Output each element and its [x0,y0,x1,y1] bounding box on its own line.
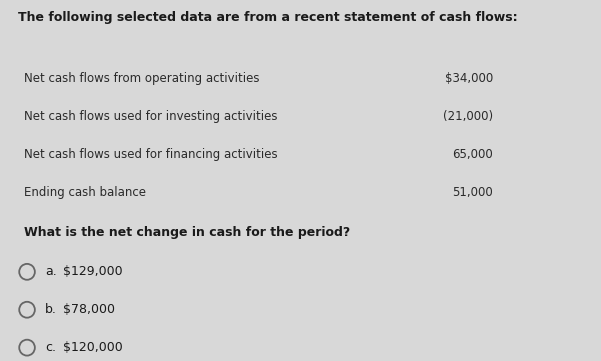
Text: Net cash flows used for investing activities: Net cash flows used for investing activi… [24,110,278,123]
Text: What is the net change in cash for the period?: What is the net change in cash for the p… [24,226,350,239]
Text: 51,000: 51,000 [452,186,493,199]
Text: $129,000: $129,000 [63,265,123,278]
Text: $34,000: $34,000 [445,72,493,85]
Text: (21,000): (21,000) [443,110,493,123]
Text: a.: a. [45,265,57,278]
Text: b.: b. [45,303,57,316]
Text: 65,000: 65,000 [452,148,493,161]
Text: Net cash flows from operating activities: Net cash flows from operating activities [24,72,260,85]
Text: $120,000: $120,000 [63,341,123,354]
Text: Net cash flows used for financing activities: Net cash flows used for financing activi… [24,148,278,161]
Text: c.: c. [45,341,56,354]
Text: $78,000: $78,000 [63,303,115,316]
Text: The following selected data are from a recent statement of cash flows:: The following selected data are from a r… [18,11,517,24]
Text: Ending cash balance: Ending cash balance [24,186,146,199]
